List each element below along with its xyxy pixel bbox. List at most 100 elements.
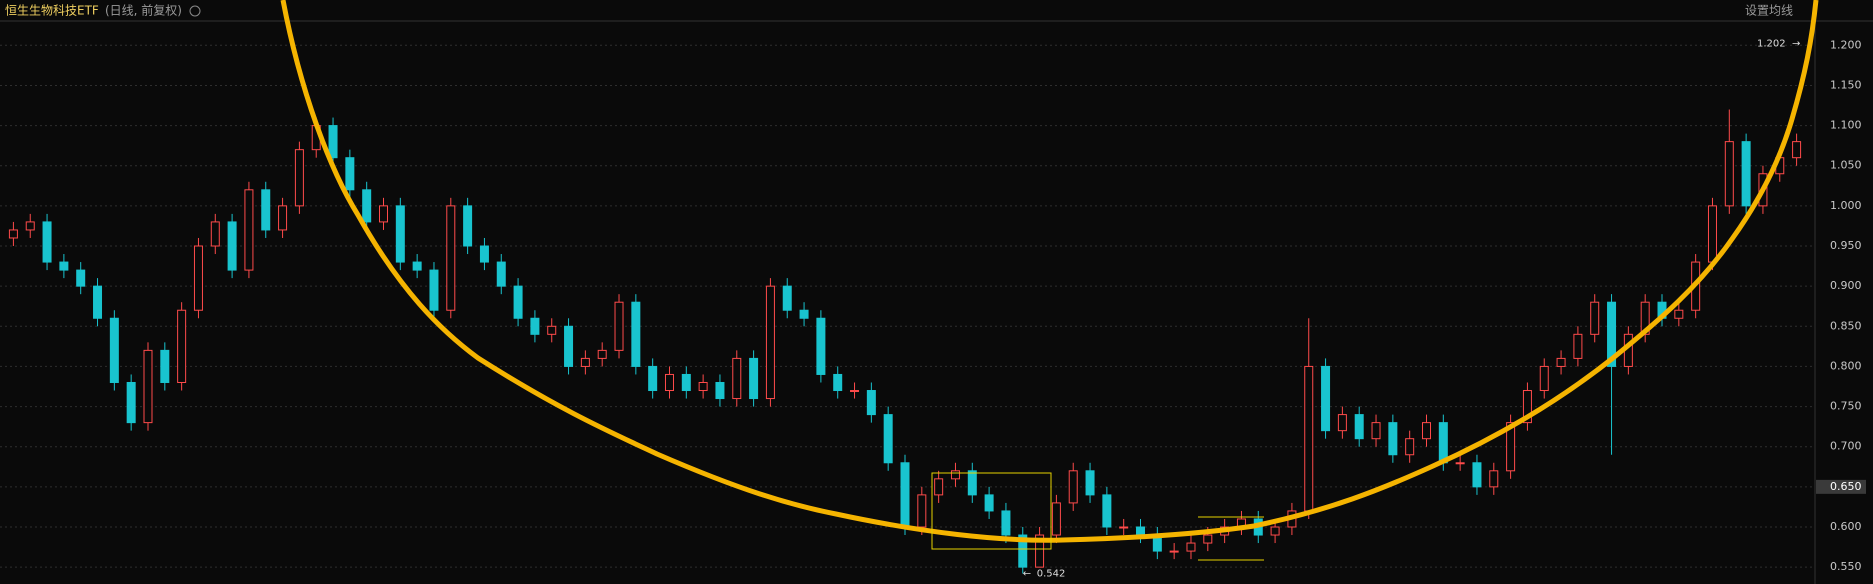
y-tick-label: 1.150 [1830,78,1862,91]
candle-body [1035,534,1045,568]
candle-body [917,494,927,528]
candle-body [8,229,18,239]
max-arrow: → [1792,39,1800,50]
candle-body [328,125,338,159]
candle-body [1472,462,1482,488]
candle-body [597,349,607,359]
candle-body [765,285,775,400]
candle-body [1438,422,1448,464]
candle-body [1169,550,1179,553]
y-tick-label: 1.100 [1830,119,1862,132]
candle-body [648,365,658,392]
y-tick-label: 0.550 [1830,560,1862,573]
candle-body [631,301,641,367]
candle-body [799,309,809,319]
candle-body [967,470,977,496]
candle-body [866,390,876,416]
candle-body [1792,141,1802,159]
candle-body [547,325,557,335]
last-price-label: 0.650 [1830,480,1862,493]
candle-body [715,381,725,400]
y-tick-label: 0.950 [1830,239,1862,252]
candle-body [614,301,624,351]
candle-body [463,205,473,247]
candle-body [76,269,86,287]
y-tick-label: 1.050 [1830,159,1862,172]
chart-title: 恒生生物科技ETF [5,4,99,18]
candle-body [59,261,69,271]
y-tick-label: 0.750 [1830,400,1862,413]
candle-body [412,261,422,271]
min-arrow: ← [1023,569,1031,580]
candle-body [1001,510,1011,536]
candle-body [580,357,590,367]
last-price-box [1816,479,1866,494]
candle-body [479,245,489,263]
candle-body [109,317,119,383]
candle-body [530,317,540,335]
candle-body [1607,301,1617,367]
arc-overlay [280,0,1819,543]
candle-body [244,189,254,271]
candle-body [1203,534,1213,544]
candle-body [1405,438,1415,456]
candle-body [1556,357,1566,367]
candle-body [900,462,910,528]
candle-body [1388,422,1398,456]
candle-body [1707,205,1717,263]
candle-body [950,470,960,480]
candle-body [1741,141,1751,207]
candle-body [496,261,506,287]
candle-body [126,381,136,424]
chart-subtitle: (日线, 前复权) [105,3,182,18]
candle-body [294,149,304,207]
candle-body [379,205,389,223]
ma-button[interactable]: 设置均线 [1745,4,1793,18]
candle-body [160,349,170,383]
candle-body [1321,365,1331,432]
candle-body [227,221,237,271]
settings-icon[interactable] [189,5,201,17]
y-tick-label: 0.600 [1830,520,1862,533]
candle-body [883,414,893,464]
candle-body [681,373,691,392]
candle-body [1136,526,1146,536]
y-tick-label: 1.200 [1830,38,1862,51]
candle-body [395,205,405,263]
candle-body [1674,309,1684,319]
candle-body [1489,470,1499,488]
candle-body [749,357,759,400]
candle-body [1455,462,1465,465]
candle-body [1421,422,1431,440]
candle-body [1354,414,1364,440]
max-annotation: 1.202 [1757,39,1786,50]
candle-body [1337,414,1347,432]
candle-body [1506,422,1516,472]
candle-body [1018,534,1028,568]
y-tick-label: 0.900 [1830,279,1862,292]
candle-body [93,285,103,319]
candle-body [429,269,439,311]
candle-body [816,317,826,375]
candle-body [732,357,742,400]
candle-body [934,478,944,496]
candle-body [564,325,574,367]
candle-body [1051,502,1061,536]
candle-body [278,205,288,231]
candle-body [261,189,271,231]
candle-body [984,494,994,512]
candle-body [1085,470,1095,496]
candle-body [446,205,456,311]
y-tick-label: 0.700 [1830,440,1862,453]
candle-body [782,285,792,311]
y-tick-label: 0.800 [1830,359,1862,372]
candle-body [1724,141,1734,207]
candle-body [25,221,35,231]
candle-body [1371,422,1381,440]
candle-body [362,189,372,223]
candle-body [210,221,220,247]
candle-body [513,285,523,319]
